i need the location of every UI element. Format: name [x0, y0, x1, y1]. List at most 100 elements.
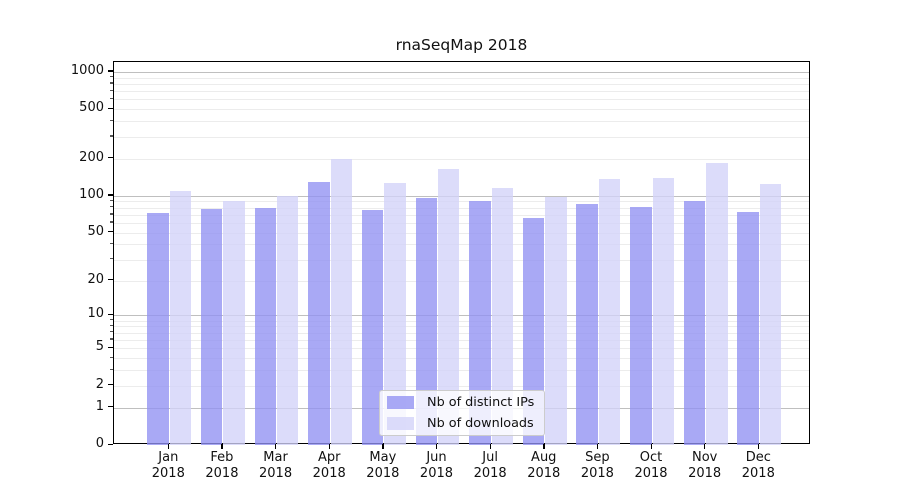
y-axis-tick	[108, 70, 113, 72]
gridline	[114, 320, 809, 322]
bar-sep-distinct-ips	[576, 203, 598, 445]
bar-dec-distinct-ips	[737, 211, 759, 445]
gridline	[114, 385, 809, 387]
x-axis-tick	[382, 444, 384, 449]
y-axis-minor-tick	[110, 368, 113, 370]
bar-aug-distinct-ips	[522, 217, 545, 445]
y-axis-minor-tick	[110, 213, 113, 215]
y-tick-label: 50	[87, 223, 104, 239]
y-tick-label: 20	[87, 271, 104, 287]
x-axis-tick	[543, 444, 545, 449]
bar-jan-downloads	[169, 190, 192, 445]
y-axis-minor-tick	[110, 338, 113, 340]
gridline	[114, 121, 809, 123]
y-axis-minor-tick	[110, 89, 113, 91]
gridline	[114, 370, 809, 372]
y-tick-label: 10	[87, 306, 104, 322]
legend-item-distinct-ips: Nb of distinct IPs	[387, 395, 544, 410]
y-axis-tick	[108, 346, 113, 349]
bar-oct-distinct-ips	[630, 206, 652, 445]
plot-area	[113, 61, 810, 445]
y-axis-minor-tick	[110, 119, 113, 122]
chart-title: rnaSeqMap 2018	[395, 36, 528, 54]
gridline	[114, 83, 809, 85]
gridline	[114, 195, 809, 197]
y-axis-tick	[108, 194, 113, 196]
y-axis-minor-tick	[110, 76, 113, 78]
x-tick-label: Aug 2018	[527, 450, 561, 481]
legend-item-downloads: Nb of downloads	[387, 416, 544, 431]
y-axis-minor-tick	[110, 199, 113, 202]
x-tick-label: May 2018	[366, 450, 400, 481]
gridline	[114, 214, 809, 216]
y-tick-label: 1	[95, 398, 104, 414]
x-axis-tick	[221, 444, 223, 449]
x-tick-label: Apr 2018	[312, 450, 346, 481]
y-axis-minor-tick	[110, 356, 113, 358]
gridline	[114, 339, 809, 341]
gridline	[114, 222, 809, 224]
y-axis-minor-tick	[110, 221, 113, 223]
y-tick-label: 2	[95, 376, 104, 392]
gridline	[114, 358, 809, 360]
y-tick-label: 200	[79, 149, 104, 165]
y-axis-minor-tick	[110, 331, 113, 333]
bar-jun-distinct-ips	[415, 198, 437, 445]
bar-nov-downloads	[706, 162, 728, 445]
x-axis-tick	[435, 444, 438, 449]
x-tick-label: Jan 2018	[151, 450, 185, 481]
y-axis-tick	[108, 443, 113, 445]
gridline	[114, 99, 809, 101]
legend: Nb of distinct IPs Nb of downloads	[379, 390, 545, 436]
x-tick-label: Jun 2018	[419, 450, 454, 481]
y-tick-label: 1000	[70, 62, 104, 78]
x-tick-label: Dec 2018	[741, 450, 775, 481]
y-tick-label: 0	[95, 436, 104, 451]
y-axis-tick	[108, 406, 113, 408]
x-axis-tick	[650, 444, 652, 449]
bar-feb-downloads	[223, 201, 245, 445]
gridline	[114, 71, 809, 73]
gridline	[114, 91, 809, 93]
x-axis-tick	[328, 444, 330, 449]
x-axis-tick	[275, 444, 277, 449]
gridline	[114, 332, 809, 334]
x-tick-label: Feb 2018	[205, 450, 239, 481]
bar-mar-downloads	[277, 195, 299, 445]
gridline	[114, 259, 809, 261]
bar-mar-distinct-ips	[254, 207, 277, 445]
gridline	[114, 136, 809, 138]
legend-swatch-distinct-ips	[387, 396, 414, 409]
x-tick-label: Mar 2018	[259, 450, 293, 481]
gridline	[114, 326, 809, 328]
y-tick-label: 100	[79, 186, 104, 202]
y-axis-tick	[108, 313, 113, 316]
x-axis-tick	[489, 444, 491, 449]
bar-aug-downloads	[545, 196, 567, 445]
y-axis-tick	[108, 157, 113, 159]
y-axis-tick	[108, 279, 113, 281]
bar-dec-downloads	[759, 183, 782, 445]
gridline	[114, 348, 809, 350]
x-axis-tick	[757, 444, 760, 449]
gridline	[114, 315, 809, 317]
y-axis-tick	[108, 384, 113, 386]
x-tick-label: Oct 2018	[634, 450, 668, 481]
bar-jul-downloads	[491, 187, 513, 445]
gridline	[114, 280, 809, 282]
y-axis-minor-tick	[110, 324, 113, 327]
gridline	[114, 201, 809, 203]
y-tick-label: 500	[79, 100, 104, 116]
y-axis-minor-tick	[110, 97, 113, 100]
bar-jun-downloads	[437, 168, 460, 445]
x-tick-label: Sep 2018	[580, 450, 614, 481]
gridline	[114, 244, 809, 246]
gridline	[114, 158, 809, 160]
bar-apr-distinct-ips	[308, 181, 330, 445]
bar-sep-downloads	[598, 178, 621, 445]
y-axis-tick	[108, 107, 113, 110]
x-tick-label: Nov 2018	[688, 450, 722, 481]
x-tick-label: Jul 2018	[473, 450, 507, 481]
legend-label-distinct-ips: Nb of distinct IPs	[427, 395, 535, 410]
